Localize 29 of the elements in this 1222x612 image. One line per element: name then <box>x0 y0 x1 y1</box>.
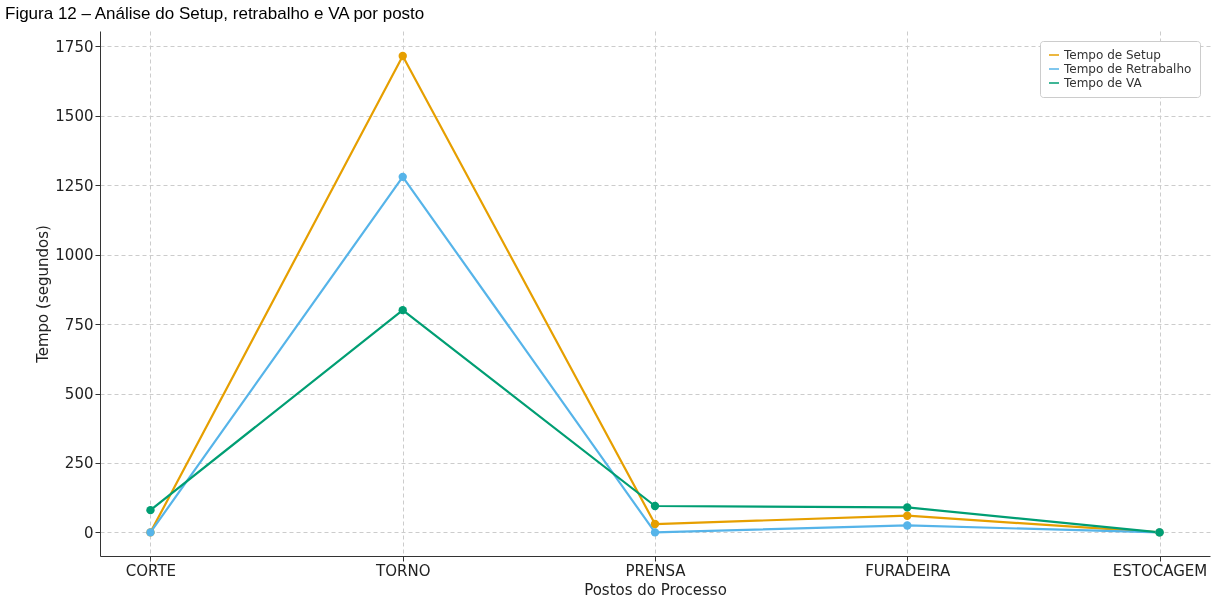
point <box>650 519 660 529</box>
point <box>903 521 912 530</box>
y-tick-label: 1000 <box>55 246 94 265</box>
x-tick-label: FURADEIRA <box>865 561 952 580</box>
x-tick-label: PRENSA <box>625 561 687 580</box>
y-tick-label: 1750 <box>55 37 94 56</box>
x-tick-label: TORNO <box>375 561 431 580</box>
y-tick-label: 500 <box>64 385 94 403</box>
point <box>650 501 660 511</box>
legend-label: Tempo de Setup <box>1063 48 1161 62</box>
legend-label: Tempo de Retrabalho <box>1063 62 1192 76</box>
point <box>398 51 407 61</box>
chart-title: Figura 12 – Análise do Setup, retrabalho e VA por posto <box>5 4 425 23</box>
y-tick-label: 1250 <box>55 176 94 195</box>
x-axis-title: Postos do Processo <box>584 580 727 599</box>
y-tick-label: 250 <box>64 454 94 473</box>
point <box>398 305 407 315</box>
point <box>146 505 155 515</box>
point <box>650 528 660 537</box>
point <box>903 503 912 512</box>
point <box>398 172 407 182</box>
point <box>903 511 912 520</box>
legend-label: Tempo de VA <box>1063 76 1143 90</box>
y-tick-label: 0 <box>83 523 94 542</box>
x-tick-label: ESTOCAGEM <box>1112 561 1208 580</box>
y-axis-title: Tempo (segundos) <box>34 225 53 364</box>
y-tick-label: 750 <box>64 315 94 334</box>
y-tick-label: 1500 <box>55 107 94 126</box>
x-tick-label: CORTE <box>125 561 177 580</box>
